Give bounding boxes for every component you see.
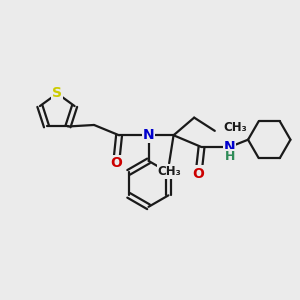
- Text: O: O: [193, 167, 205, 181]
- Text: N: N: [143, 128, 154, 142]
- Text: N: N: [224, 140, 235, 154]
- Text: H: H: [225, 150, 235, 163]
- Text: CH₃: CH₃: [157, 165, 181, 178]
- Text: O: O: [110, 156, 122, 170]
- Text: CH₃: CH₃: [224, 122, 248, 134]
- Text: S: S: [52, 86, 62, 100]
